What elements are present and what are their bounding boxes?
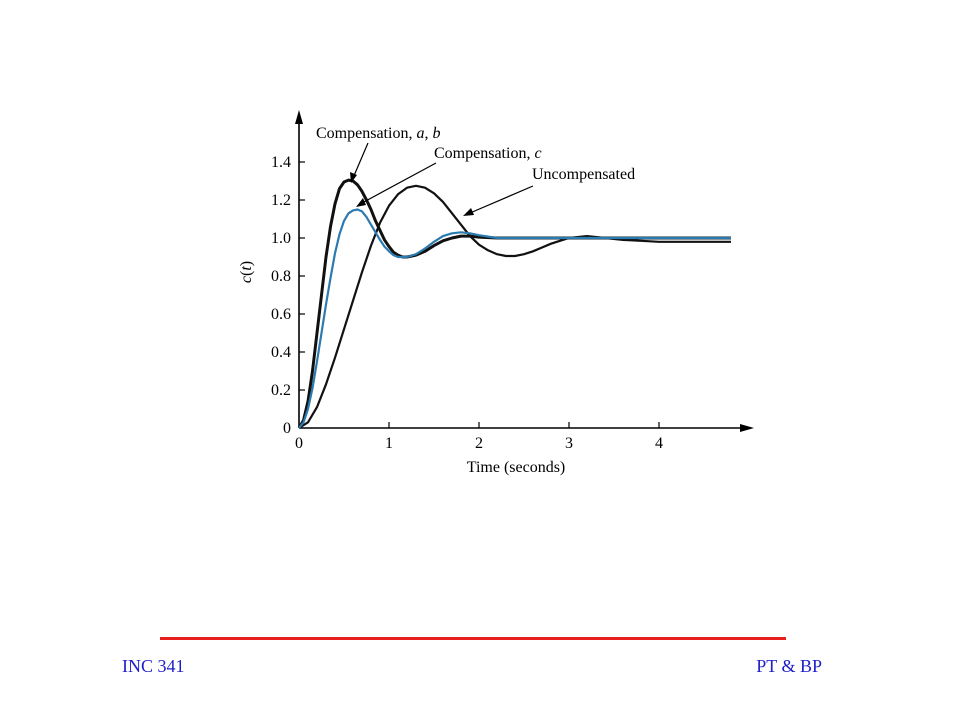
footer-authors: PT & BP xyxy=(756,656,822,676)
y-tick-label: 1.2 xyxy=(271,192,291,209)
annotation-compensation-ab: Compensation, a, b xyxy=(316,125,440,142)
tick-marks xyxy=(299,161,660,428)
x-tick-label: 3 xyxy=(565,435,573,452)
annotation-arrowhead-ab xyxy=(350,172,357,183)
annotation-arrowhead-c xyxy=(356,198,366,207)
y-tick-label: 0.2 xyxy=(271,382,291,399)
annotation-compensation-c: Compensation, c xyxy=(434,145,542,162)
x-tick-label: 0 xyxy=(295,435,303,452)
x-tick-label: 2 xyxy=(475,435,483,452)
y-axis-label: c(t) xyxy=(238,261,255,283)
x-tick-label: 1 xyxy=(385,435,393,452)
y-axis-arrowhead xyxy=(295,110,303,124)
annotation-layer: Compensation, a, b Compensation, c Uncom… xyxy=(316,125,635,216)
y-tick-label: 0 xyxy=(283,420,291,437)
series-line-comp_ab xyxy=(297,178,731,429)
chart-axes xyxy=(295,110,754,432)
series-layer xyxy=(297,178,731,429)
y-tick-label: 1.0 xyxy=(271,230,291,247)
footer-divider xyxy=(160,637,786,640)
y-tick-label: 0.4 xyxy=(271,344,291,361)
tick-labels: 0 1 2 3 4 0 0.2 0.4 0.6 0.8 1.0 1.2 1.4 xyxy=(271,154,663,452)
y-tick-label: 0.8 xyxy=(271,268,291,285)
annotation-arrow-ab xyxy=(352,142,369,179)
footer-course-code: INC 341 xyxy=(122,656,185,676)
y-tick-label: 1.4 xyxy=(271,154,291,171)
x-axis-label: Time (seconds) xyxy=(467,459,566,476)
series-line-uncomp xyxy=(298,184,731,429)
annotation-arrowhead-uncomp xyxy=(463,208,474,216)
x-tick-label: 4 xyxy=(655,435,663,452)
annotation-uncompensated: Uncompensated xyxy=(532,166,635,183)
x-axis-arrowhead xyxy=(740,424,754,432)
y-tick-label: 0.6 xyxy=(271,306,291,323)
annotation-arrow-c xyxy=(361,162,437,204)
series-line-comp_c xyxy=(298,208,731,429)
annotation-arrow-uncomp xyxy=(469,185,534,214)
